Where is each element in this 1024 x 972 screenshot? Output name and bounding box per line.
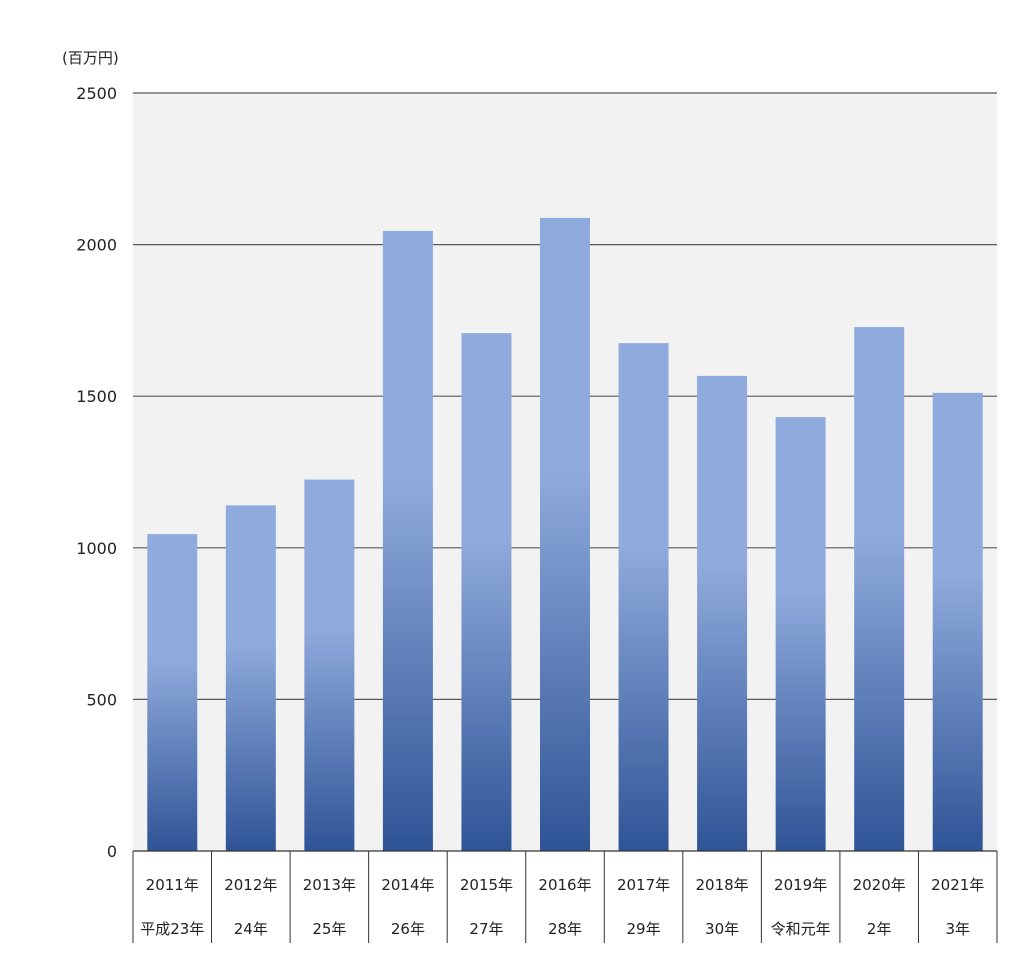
bar-2020年 [854, 327, 905, 851]
y-tick-label: 500 [86, 690, 117, 709]
x-tick-label-era: 30年 [705, 920, 739, 938]
y-tick-label: 1000 [76, 539, 117, 558]
bar-2012年 [225, 505, 276, 851]
y-tick-label: 1500 [76, 387, 117, 406]
bar-2021年 [932, 392, 983, 851]
x-tick-label-era: 26年 [391, 920, 425, 938]
x-tick-label-era: 2年 [867, 920, 892, 938]
x-tick-label-year: 2018年 [695, 876, 748, 894]
bar-2014年 [382, 230, 433, 851]
x-tick-label-year: 2012年 [224, 876, 277, 894]
y-tick-label: 2000 [76, 236, 117, 255]
x-tick-label-era: 27年 [469, 920, 503, 938]
x-tick-label-year: 2014年 [381, 876, 434, 894]
x-tick-label-year: 2020年 [853, 876, 906, 894]
unit-label: (百万円) [62, 49, 119, 67]
x-tick-label-era: 29年 [626, 920, 660, 938]
x-tick-label-year: 2011年 [146, 876, 199, 894]
x-tick-label-year: 2015年 [460, 876, 513, 894]
bar-2016年 [540, 217, 590, 851]
x-tick-label-year: 2016年 [538, 876, 591, 894]
x-tick-label-year: 2021年 [931, 876, 984, 894]
x-tick-label-era: 25年 [312, 920, 346, 938]
x-tick-label-year: 2013年 [303, 876, 356, 894]
bar-2017年 [618, 343, 669, 851]
y-tick-label: 0 [107, 842, 117, 861]
x-tick-label-era: 令和元年 [771, 920, 831, 938]
bar-2013年 [304, 479, 355, 851]
x-tick-label-era: 28年 [548, 920, 582, 938]
bar-2015年 [461, 333, 512, 851]
x-tick-label-year: 2019年 [774, 876, 827, 894]
bar-2019年 [775, 417, 826, 851]
bar-2018年 [697, 375, 748, 851]
x-tick-label-era: 24年 [234, 920, 268, 938]
x-tick-label-era: 平成23年 [140, 920, 204, 938]
x-tick-label-era: 3年 [945, 920, 970, 938]
x-tick-label-year: 2017年 [617, 876, 670, 894]
y-tick-label: 2500 [76, 84, 117, 103]
bar-2011年 [147, 534, 198, 851]
